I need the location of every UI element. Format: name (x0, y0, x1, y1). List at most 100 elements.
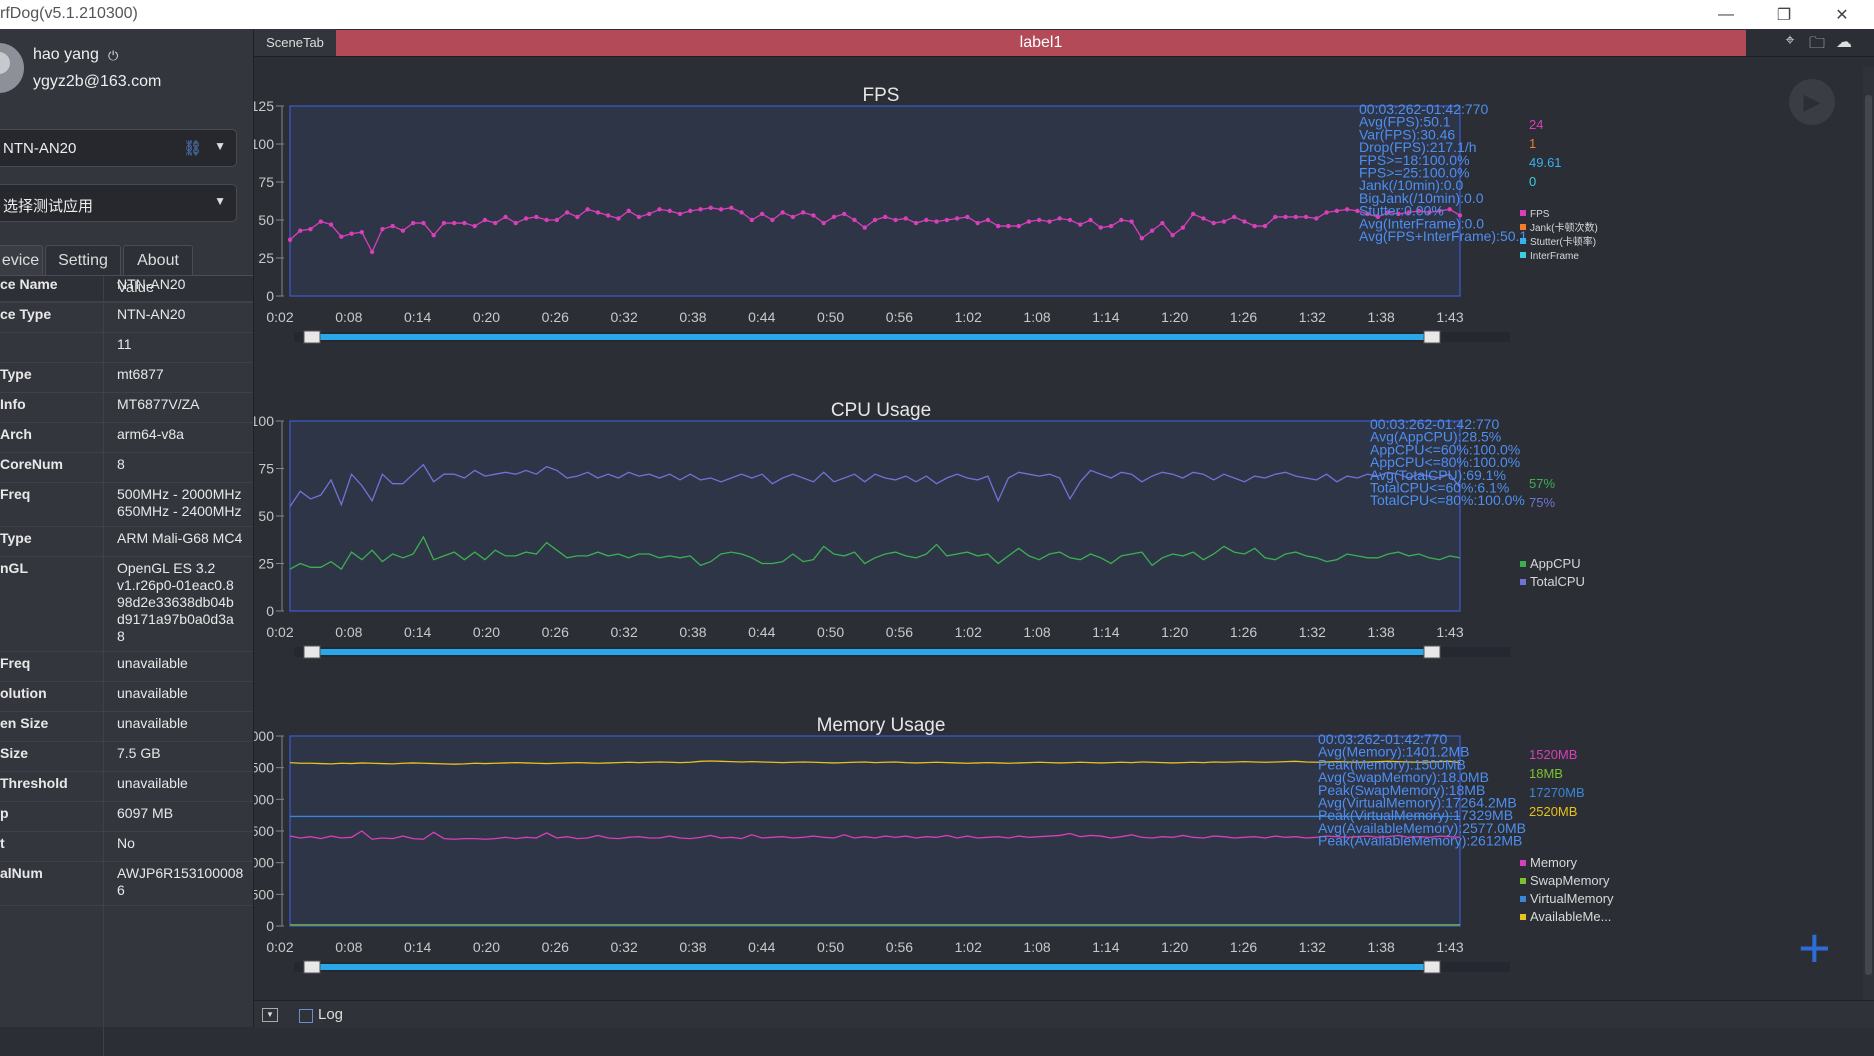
grid-row-key: ce Type (0, 306, 52, 322)
location-icon[interactable]: ⌖ (1785, 32, 1795, 49)
legend-swatch (1520, 561, 1526, 567)
scene-tab[interactable]: SceneTab (254, 29, 337, 56)
data-point (1406, 210, 1411, 215)
data-point (287, 237, 293, 242)
y-tick-label: 25 (258, 250, 274, 266)
stat-line: FPS>=25:100.0% (1359, 165, 1470, 181)
x-tick-label: 1:43 (1436, 309, 1463, 325)
grid-row[interactable]: t No (0, 831, 253, 862)
grid-row-value: unavailable (117, 685, 188, 701)
data-point (1242, 219, 1247, 224)
range-slider-fill (314, 649, 1432, 655)
grid-row-key: olution (0, 685, 47, 701)
grid-row[interactable]: Info MT6877V/ZA (0, 392, 253, 423)
left-panel: hao yang ⏻ ygyz2b@163.com NTN-AN20 ⛓ ▼ 选… (0, 29, 254, 1056)
play-button[interactable]: ▶ (1789, 79, 1835, 125)
grid-row[interactable]: nGL OpenGL ES 3.2 v1.r26p0-01eac0.8 98d2e33… (0, 556, 253, 652)
x-tick-label: 1:20 (1161, 624, 1188, 640)
close-button[interactable]: ✕ (1835, 6, 1849, 24)
legend-entry: VirtualMemory (1530, 891, 1614, 906)
data-point (893, 217, 898, 223)
power-icon[interactable]: ⏻ (108, 48, 119, 63)
x-tick-label: 0:44 (748, 939, 775, 955)
grid-row-value: mt6877 (117, 366, 164, 382)
y-tick-label: 125 (254, 98, 274, 114)
scene-label[interactable]: label1 (336, 30, 1746, 56)
avatar[interactable] (0, 43, 24, 93)
tab-about[interactable]: About (123, 245, 193, 275)
grid-row[interactable]: Type ARM Mali-G68 MC4 (0, 526, 253, 557)
stat-line: Peak(SwapMemory):18MB (1318, 782, 1485, 798)
grid-row[interactable]: Arch arm64-v8a (0, 422, 253, 453)
data-point (1149, 228, 1155, 233)
grid-row[interactable]: en Size unavailable (0, 711, 253, 742)
user-email: ygyz2b@163.com (33, 73, 162, 90)
x-tick-label: 0:14 (404, 939, 431, 955)
stat-line: 00:03:262-01:42:770 (1370, 416, 1499, 432)
grid-row[interactable]: ce Name NTN-AN20 (0, 272, 253, 303)
grid-row[interactable]: CoreNum 8 (0, 452, 253, 483)
series-max-label: 2520MB (1529, 804, 1577, 819)
expand-toggle[interactable]: ▼ (262, 1008, 278, 1022)
x-tick-label: 0:50 (817, 939, 844, 955)
x-tick-label: 0:56 (886, 939, 913, 955)
device-dropdown[interactable]: NTN-AN20 ⛓ ▼ (0, 129, 237, 167)
x-tick-label: 1:02 (955, 939, 982, 955)
x-tick-label: 1:38 (1368, 309, 1395, 325)
x-tick-label: 1:08 (1023, 624, 1050, 640)
data-point (800, 210, 806, 215)
grid-row-value: 8 (117, 456, 125, 472)
plot-area (289, 105, 1461, 297)
x-tick-label: 1:14 (1092, 309, 1119, 325)
data-point (1437, 208, 1442, 214)
grid-row[interactable]: Freq unavailable (0, 651, 253, 682)
tab-setting[interactable]: Setting (45, 245, 121, 275)
left-tabs: evice Setting About (0, 245, 253, 276)
grid-row[interactable]: olution unavailable (0, 681, 253, 712)
app-dropdown[interactable]: 选择测试应用 ▼ (0, 184, 237, 222)
grid-row[interactable]: alNum AWJP6R153100008 6 (0, 861, 253, 906)
grid-row[interactable]: Type mt6877 (0, 362, 253, 393)
legend-entry: AvailableMe... (1530, 909, 1611, 924)
grid-row[interactable]: Freq 500MHz - 2000MHz 650MHz - 2400MHz (0, 482, 253, 527)
data-point (1221, 219, 1227, 224)
grid-row[interactable]: Size 7.5 GB (0, 741, 253, 772)
series-max-label: 1520MB (1529, 747, 1577, 762)
grid-row-key: ce Name (0, 276, 58, 292)
add-button[interactable]: + (1798, 916, 1831, 979)
grid-row[interactable]: ce Type NTN-AN20 (0, 302, 253, 333)
x-tick-label: 0:02 (266, 939, 293, 955)
grid-row[interactable]: p 6097 MB (0, 801, 253, 832)
x-tick-label: 0:14 (404, 309, 431, 325)
link-icon[interactable]: ⛓ (182, 140, 202, 157)
restore-button[interactable]: ❐ (1776, 6, 1792, 24)
grid-row[interactable]: Threshold unavailable (0, 771, 253, 802)
data-point (1447, 207, 1452, 212)
data-point (1365, 211, 1370, 217)
x-tick-label: 0:26 (542, 624, 569, 640)
grid-row-value: MT6877V/ZA (117, 396, 200, 412)
x-tick-label: 1:20 (1161, 309, 1188, 325)
data-point (729, 205, 734, 211)
cloud-icon[interactable]: ☁ (1836, 34, 1852, 51)
data-point (400, 228, 406, 233)
x-tick-label: 0:56 (886, 309, 913, 325)
log-checkbox[interactable] (299, 1009, 313, 1023)
data-point (1057, 216, 1062, 221)
chart-title: FPS (863, 85, 900, 106)
stat-line: AppCPU<=80%:100.0% (1370, 454, 1520, 470)
folder-icon[interactable]: 🗀 (1808, 35, 1825, 52)
scrollbar-thumb[interactable] (1865, 95, 1872, 975)
data-point (718, 207, 724, 212)
data-point (1139, 236, 1145, 241)
vertical-scrollbar[interactable] (1863, 67, 1874, 1003)
y-tick-label: 50 (258, 508, 274, 524)
grid-row[interactable]: 11 (0, 332, 253, 363)
data-point (523, 216, 529, 221)
grid-row-value: No (117, 835, 135, 851)
data-point (995, 223, 1001, 229)
minimize-button[interactable]: — (1718, 5, 1734, 23)
tab-device[interactable]: evice (0, 245, 43, 275)
data-point (1283, 214, 1288, 220)
grid-row-key: en Size (0, 715, 49, 731)
